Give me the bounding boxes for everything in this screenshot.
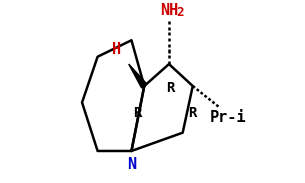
Polygon shape xyxy=(129,64,147,88)
Text: R: R xyxy=(133,107,141,120)
Text: Pr-i: Pr-i xyxy=(209,110,246,125)
Text: NH: NH xyxy=(160,3,178,18)
Text: 2: 2 xyxy=(176,6,183,19)
Text: R: R xyxy=(167,81,175,95)
Text: R: R xyxy=(188,107,197,120)
Text: H: H xyxy=(112,42,121,57)
Text: N: N xyxy=(127,157,136,172)
